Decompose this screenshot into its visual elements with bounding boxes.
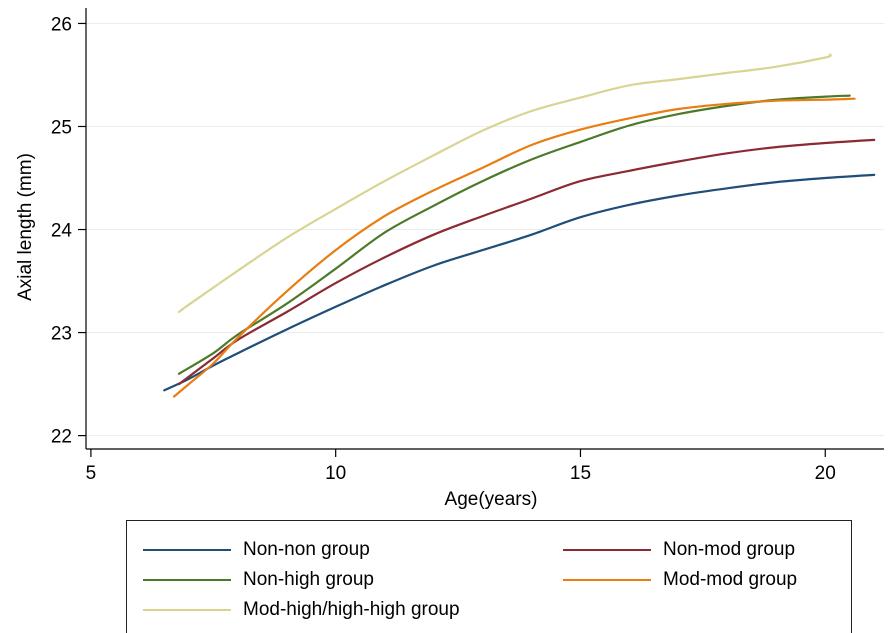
legend-swatch-mod-high-high-high: [143, 609, 231, 611]
x-tick-label: 20: [815, 463, 836, 484]
legend-item-mod-mod: Mod-mod group: [563, 568, 797, 592]
legend: Non-non group Non-mod group Non-high gro…: [126, 520, 852, 633]
plot-area: 22 23 24 25 26 5 10 15 20: [51, 8, 884, 484]
y-tick-label: 22: [51, 427, 72, 448]
series-line-mod-high-high-high-group: [177, 53, 832, 314]
y-tick-label: 26: [51, 14, 72, 35]
legend-item-mod-high-high-high: Mod-high/high-high group: [143, 598, 460, 622]
legend-item-non-high: Non-high group: [143, 568, 374, 592]
x-tick-label: 5: [86, 463, 97, 484]
legend-label-non-high: Non-high group: [243, 569, 374, 590]
y-tick-label: 23: [51, 324, 72, 345]
series-line-non-non-group: [163, 173, 876, 392]
y-tick-label: 24: [51, 221, 73, 242]
series-line-non-mod-group: [177, 138, 876, 386]
x-axis-title: Age(years): [445, 489, 538, 510]
line-chart: 22 23 24 25 26 5 10 15 20 Age(years) Axial leng…: [15, 8, 884, 510]
x-axis-ticks: 5 10 15 20: [86, 449, 836, 484]
legend-swatch-non-mod: [563, 549, 651, 551]
legend-label-mod-high-high-high: Mod-high/high-high group: [243, 599, 460, 620]
x-tick-label: 15: [570, 463, 591, 484]
x-tick-label: 10: [325, 463, 346, 484]
legend-item-non-mod: Non-mod group: [563, 538, 795, 562]
legend-item-non-non: Non-non group: [143, 538, 370, 562]
series-lines: [163, 53, 876, 398]
legend-label-non-non: Non-non group: [243, 539, 370, 560]
y-axis-title: Axial length (mm): [15, 153, 36, 301]
y-tick-label: 25: [51, 117, 72, 138]
legend-swatch-mod-mod: [563, 579, 651, 581]
gridlines: [86, 22, 884, 437]
legend-swatch-non-high: [143, 579, 231, 581]
legend-label-mod-mod: Mod-mod group: [663, 569, 798, 590]
legend-swatch-non-non: [143, 549, 231, 551]
y-axis-ticks: 22 23 24 25 26: [51, 14, 86, 448]
legend-label-non-mod: Non-mod group: [663, 539, 796, 560]
series-line-mod-mod-group: [173, 97, 856, 398]
